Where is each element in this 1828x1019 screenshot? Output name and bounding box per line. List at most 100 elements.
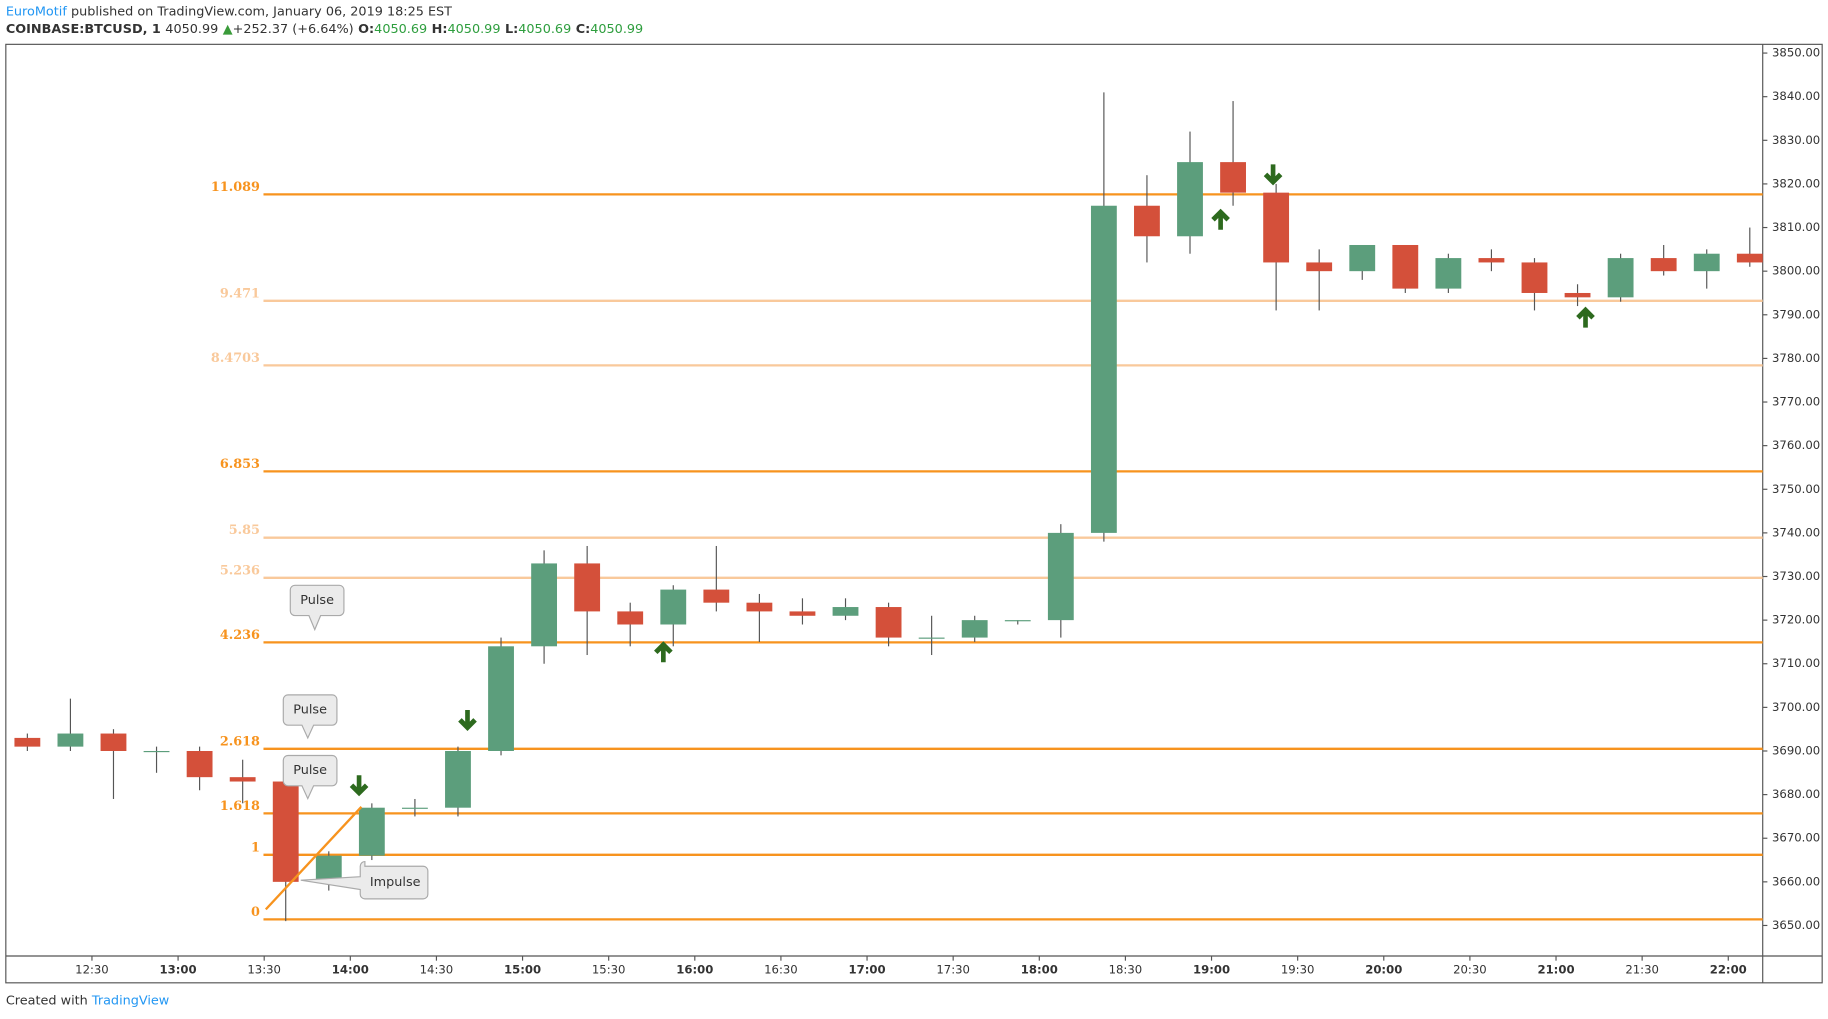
x-tick-label: 14:30 <box>420 962 454 976</box>
callout <box>289 584 345 632</box>
annotation: Pulse <box>293 703 327 718</box>
candle-body <box>401 807 428 809</box>
candle-body <box>143 750 170 753</box>
candle-body <box>1693 253 1720 272</box>
footer: Created with TradingView <box>6 993 169 1008</box>
annotation: Pulse <box>300 593 334 608</box>
x-tick-label: 21:30 <box>1625 962 1659 976</box>
candle-body <box>14 737 41 747</box>
candle-body <box>229 777 256 782</box>
down-arrow <box>458 710 477 732</box>
x-tick-label: 18:00 <box>1021 962 1058 976</box>
x-tick-label: 16:30 <box>764 962 798 976</box>
y-tick-label: 3780.00 <box>1772 351 1820 365</box>
brand: TradingView <box>91 993 169 1008</box>
y-tick-label: 3770.00 <box>1772 395 1820 409</box>
fib-label: 5.85 <box>229 523 260 538</box>
y-tick-label: 3820.00 <box>1772 176 1820 190</box>
x-tick-label: 15:30 <box>592 962 626 976</box>
fib-label: 4.236 <box>220 628 260 643</box>
candle-body <box>1564 292 1591 298</box>
annotation: Pulse <box>293 763 327 778</box>
symbol: COINBASE:BTCUSD, 1 <box>6 22 161 37</box>
x-tick-label: 13:00 <box>160 962 197 976</box>
y-tick-label: 3680.00 <box>1772 787 1820 801</box>
y-tick-label: 3760.00 <box>1772 438 1820 452</box>
x-tick-label: 20:30 <box>1453 962 1487 976</box>
x-tick-label: 14:00 <box>332 962 369 976</box>
candle-body <box>918 637 945 639</box>
candle-body <box>574 563 601 612</box>
candle-body <box>746 602 773 612</box>
o-value: 4050.69 <box>374 22 427 37</box>
author: EuroMotif <box>6 4 68 19</box>
candle-body <box>1650 258 1677 272</box>
candle-body <box>1435 258 1462 289</box>
change-arrow: ▲ <box>223 22 233 37</box>
x-tick-label: 13:30 <box>247 962 281 976</box>
candle-body <box>832 607 859 616</box>
y-tick-label: 3750.00 <box>1772 482 1820 496</box>
candle-body <box>1177 162 1203 237</box>
candle-body <box>1047 532 1074 621</box>
header-line-1: EuroMotif published on TradingView.com, … <box>6 4 452 19</box>
candle-body <box>1263 192 1290 263</box>
down-arrow <box>1263 164 1283 186</box>
header-line-2: COINBASE:BTCUSD, 1 4050.99 ▲+252.37 (+6.… <box>6 22 643 37</box>
x-tick-label: 18:30 <box>1109 962 1143 976</box>
frame <box>5 43 1823 984</box>
callout <box>282 694 338 740</box>
candle-body <box>358 807 385 856</box>
candle-body <box>703 589 730 603</box>
y-tick-label: 3650.00 <box>1772 918 1820 932</box>
y-tick-label: 3830.00 <box>1772 133 1820 147</box>
y-tick-label: 3700.00 <box>1772 700 1820 714</box>
x-tick-label: 16:00 <box>676 962 713 976</box>
y-tick-label: 3710.00 <box>1772 656 1820 670</box>
y-tick-label: 3810.00 <box>1772 220 1820 234</box>
candle-body <box>488 646 514 751</box>
y-tick-label: 3790.00 <box>1772 307 1820 321</box>
y-tick-label: 3690.00 <box>1772 743 1820 757</box>
x-tick-label: 19:00 <box>1193 962 1230 976</box>
l-value: 4050.69 <box>518 22 571 37</box>
y-tick-label: 3720.00 <box>1772 613 1820 627</box>
candle-body <box>789 611 816 616</box>
candle-body <box>1392 244 1419 289</box>
candle-body <box>315 855 342 882</box>
candle-body <box>272 781 299 882</box>
candle-body <box>100 733 127 751</box>
fib-label: 5.236 <box>220 563 260 578</box>
up-arrow <box>654 641 673 663</box>
c-value: 4050.99 <box>590 22 643 37</box>
candle-body <box>1090 205 1117 533</box>
l-label: L: <box>505 22 518 37</box>
candle-body <box>617 611 644 625</box>
y-tick-label: 3730.00 <box>1772 569 1820 583</box>
x-tick-label: 15:00 <box>504 962 541 976</box>
impulse-line <box>264 805 363 911</box>
candle-body <box>445 750 471 808</box>
callout <box>282 754 338 801</box>
candle-body <box>961 620 988 638</box>
c-label: C: <box>576 22 591 37</box>
fib-label: 9.471 <box>220 286 260 301</box>
x-tick-label: 20:00 <box>1365 962 1402 976</box>
signal-arrows <box>349 164 1595 797</box>
o-label: O: <box>358 22 374 37</box>
fib-label: 0 <box>251 905 260 920</box>
x-tick-label: 17:00 <box>849 962 886 976</box>
candle-body <box>875 607 902 638</box>
fib-label: 1.618 <box>220 799 260 814</box>
callouts <box>282 584 429 900</box>
x-tick-label: 22:00 <box>1710 962 1747 976</box>
up-arrow <box>1211 208 1230 230</box>
annotation: Impulse <box>370 875 421 890</box>
x-tick-label: 19:30 <box>1281 962 1315 976</box>
candle-body <box>1521 262 1548 293</box>
candle-body <box>1134 205 1160 237</box>
candle-body <box>1004 620 1031 622</box>
up-arrow <box>1576 306 1595 328</box>
candle-body <box>1607 258 1634 298</box>
